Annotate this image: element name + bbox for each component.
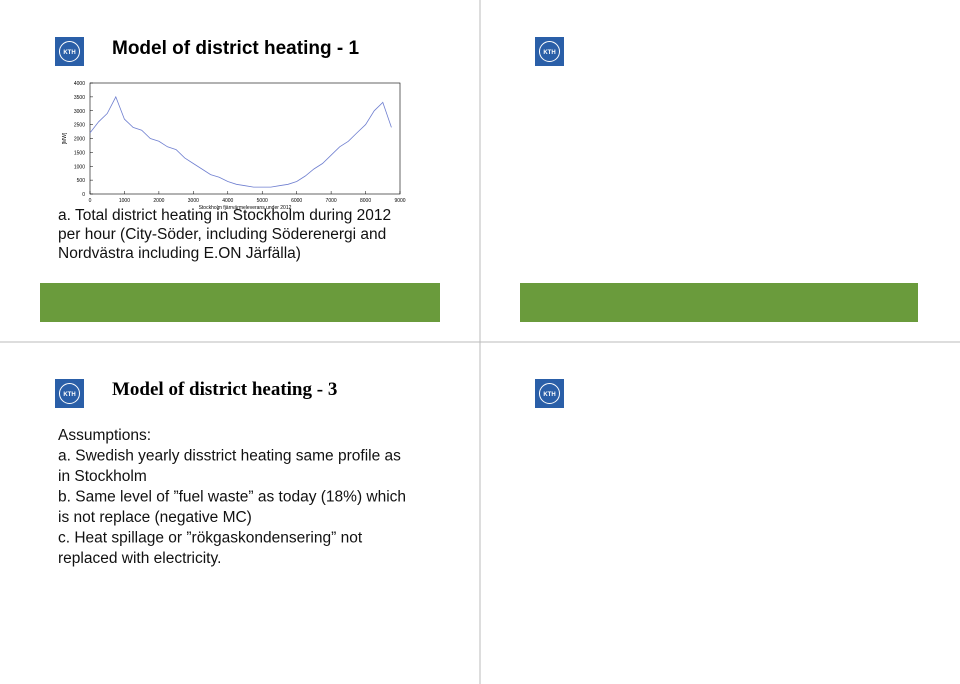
x-tick-label: 3000 xyxy=(188,198,199,204)
caption-line: Nordvästra including E.ON Järfälla) xyxy=(58,245,301,262)
caption-line: in Stockholm xyxy=(58,468,147,485)
y-tick-label: 0 xyxy=(82,192,85,198)
x-tick-label: 1000 xyxy=(119,198,130,204)
x-tick-label: 0 xyxy=(89,198,92,204)
x-axis-label: Stockholm fjärrvärmeleverans under 2012 xyxy=(199,205,292,211)
caption-line: a. Swedish yearly disstrict heating same… xyxy=(58,448,401,465)
y-tick-label: 3000 xyxy=(74,109,85,115)
y-tick-label: 1000 xyxy=(74,164,85,170)
logo-text: KTH xyxy=(543,50,555,56)
y-axis-label: [MW] xyxy=(62,132,68,144)
caption-line: replaced with electricity. xyxy=(58,550,221,567)
caption-line: c. Heat spillage or ”rökgaskondensering”… xyxy=(58,530,363,547)
y-tick-label: 500 xyxy=(77,178,86,184)
x-tick-label: 9000 xyxy=(394,198,405,204)
slide: KTH Model of district heating - 3 Assumpti… xyxy=(55,379,406,567)
caption-line: b. Same level of ”fuel waste” as today (… xyxy=(58,489,406,506)
data-line xyxy=(89,95,392,188)
logo-text: KTH xyxy=(63,392,75,398)
caption-line: per hour (City-Söder, including Söderene… xyxy=(58,226,386,243)
x-tick-label: 6000 xyxy=(291,198,302,204)
y-tick-label: 4000 xyxy=(74,81,85,87)
x-tick-label: 5000 xyxy=(257,198,268,204)
logo-emblem xyxy=(59,383,80,404)
slide-title: Model of district heating - 3 xyxy=(112,379,337,400)
slide: KTH Model of district heating - 1 a. Total… xyxy=(55,37,406,262)
y-tick-label: 1500 xyxy=(74,150,85,156)
footer-bar xyxy=(40,283,440,322)
y-tick-label: 2000 xyxy=(74,137,85,143)
y-tick-label: 2500 xyxy=(74,123,85,129)
x-tick-label: 2000 xyxy=(153,198,164,204)
plot-frame xyxy=(89,82,401,195)
logo-emblem xyxy=(539,41,560,62)
logo-emblem xyxy=(539,383,560,404)
logo-text: KTH xyxy=(63,50,75,56)
caption-line: is not replace (negative MC) xyxy=(58,509,252,526)
footer-bar xyxy=(520,283,918,322)
x-tick-label: 4000 xyxy=(222,198,233,204)
y-tick-label: 3500 xyxy=(74,95,85,101)
caption-line: a. Total district heating in Stockholm d… xyxy=(58,207,391,224)
logo-emblem xyxy=(59,41,80,62)
slide-title: Model of district heating - 1 xyxy=(112,38,359,59)
logo-text: KTH xyxy=(543,392,555,398)
caption-line: Assumptions: xyxy=(58,427,151,444)
x-tick-label: 7000 xyxy=(326,198,337,204)
x-tick-label: 8000 xyxy=(360,198,371,204)
